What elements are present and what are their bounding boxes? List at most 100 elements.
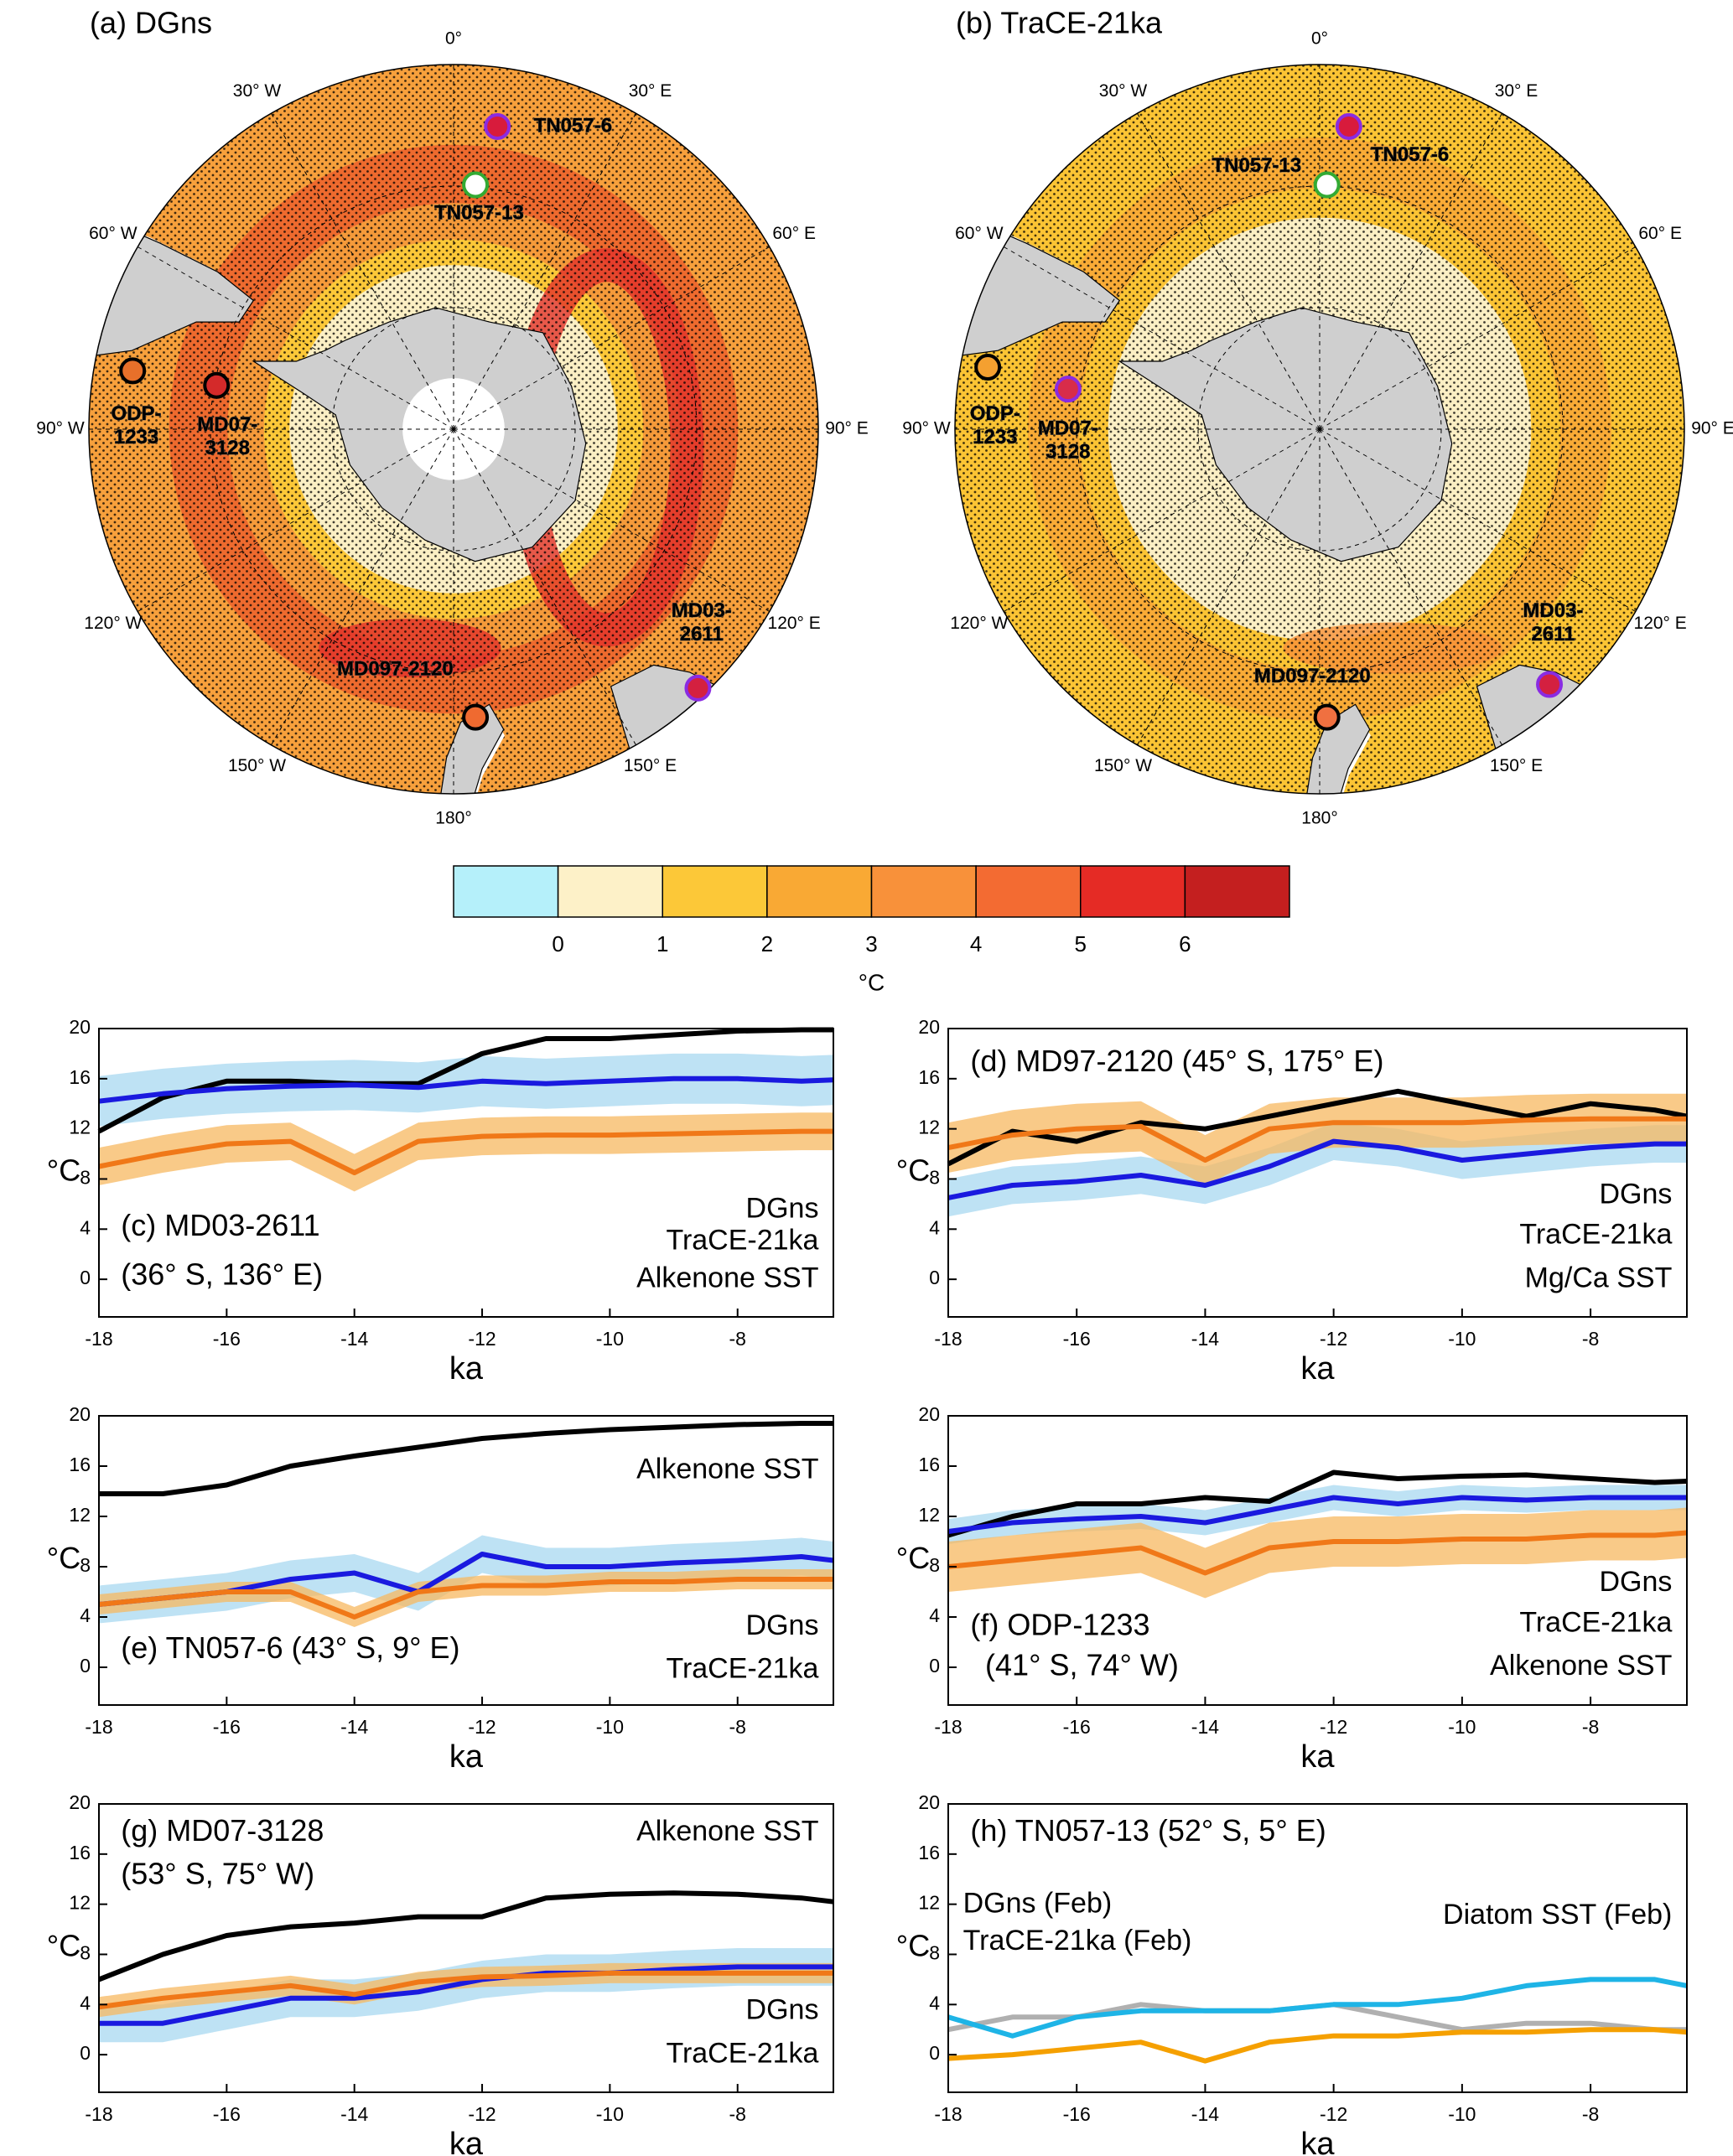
longitude-label: 90° W — [36, 419, 85, 438]
line-chart: 0 4 8 12 16 20 -18 -16 -14 -12 -10 -8 ka °C (f) ODP-12… — [896, 1403, 1688, 1775]
longitude-label: 150° E — [624, 756, 677, 775]
y-axis-label: °C — [896, 1929, 930, 1963]
colorbar-box — [1080, 865, 1186, 918]
y-tick-label: 20 — [918, 1403, 940, 1425]
graticule — [1004, 428, 1321, 612]
longitude-label: 0° — [1311, 29, 1328, 49]
plot-frame — [98, 1028, 834, 1318]
legend-label: Alkenone SST — [636, 1262, 818, 1293]
graticule — [1319, 246, 1636, 430]
series-line — [97, 1890, 834, 1982]
site-marker — [1335, 112, 1362, 140]
site-label: TN057-13 — [434, 202, 524, 225]
colorbar-tick-label: 5 — [1075, 931, 1087, 956]
x-tick-label: -10 — [1448, 1716, 1476, 1738]
legend-label: Diatom SST (Feb) — [1443, 1899, 1672, 1931]
legend-label: TraCE-21ka — [1519, 1219, 1672, 1251]
graticule — [1137, 428, 1321, 745]
longitude-label: 90° W — [902, 419, 951, 438]
y-axis-label: °C — [47, 1929, 80, 1963]
site-marker — [1054, 376, 1082, 403]
graticule — [271, 428, 454, 745]
site-label: TN057-6 — [1371, 143, 1449, 166]
x-axis-label: ka — [449, 1739, 484, 1775]
x-tick-label: -14 — [340, 2103, 368, 2125]
longitude-label: 90° E — [825, 419, 869, 438]
series-line — [947, 1977, 1688, 2039]
legend-label: DGns — [1599, 1566, 1672, 1598]
y-tick-label: 16 — [918, 1454, 940, 1475]
y-tick-label: 0 — [929, 1267, 940, 1288]
legend-label: Alkenone SST — [636, 1454, 818, 1485]
y-tick-label: 4 — [80, 1604, 91, 1626]
y-tick-label: 8 — [80, 1167, 91, 1189]
legend-label: Mg/Ca SST — [1525, 1262, 1673, 1293]
map-fields — [89, 65, 818, 794]
series-line — [98, 1970, 833, 2010]
site-marker — [1313, 703, 1341, 731]
colorbar-tick-label: 4 — [970, 931, 982, 956]
series-line — [98, 1075, 834, 1104]
series-line — [98, 1577, 833, 1620]
x-tick-label: -14 — [1191, 1716, 1219, 1738]
legend-label: TraCE-21ka — [666, 1225, 818, 1257]
y-tick-label: 20 — [918, 1791, 940, 1813]
colorbar-box — [1184, 865, 1290, 918]
y-tick-label: 4 — [929, 1604, 940, 1626]
plot-frame — [947, 1803, 1688, 2093]
site-label: MD03- — [672, 599, 732, 622]
site-label: 1233 — [973, 426, 1017, 448]
site-label: MD07- — [1038, 417, 1098, 439]
site-label: MD03- — [1523, 599, 1583, 622]
series-line — [98, 1128, 833, 1175]
map-title: (b) TraCE-21ka — [956, 6, 1163, 40]
map-border — [88, 64, 819, 795]
chart-title: (f) ODP-1233 — [970, 1607, 1149, 1641]
colorbar-box — [766, 865, 873, 918]
x-tick-label: -14 — [1191, 2103, 1219, 2125]
site-marker — [119, 357, 147, 385]
x-tick-label: -12 — [1320, 1328, 1347, 1350]
colorbar-box — [870, 865, 977, 918]
x-tick-label: -18 — [934, 1716, 962, 1738]
land — [1118, 307, 1453, 562]
y-tick-label: 0 — [929, 1655, 940, 1677]
y-tick-label: 8 — [929, 1942, 940, 1964]
graticule — [271, 113, 454, 430]
site-label: TN057-13 — [1212, 154, 1302, 177]
chart-title: (e) TN057-6 (43° S, 9° E) — [121, 1630, 459, 1665]
longitude-label: 30° W — [1099, 81, 1148, 101]
longitude-label: 30° E — [629, 81, 672, 101]
site-label: MD097-2120 — [337, 657, 454, 680]
line-chart: 0 4 8 12 16 20 -18 -16 -14 -12 -10 -8 ka °C (d) MD97-2… — [896, 1016, 1688, 1386]
y-tick-label: 16 — [69, 1454, 91, 1475]
site-marker — [462, 171, 490, 199]
x-tick-label: -8 — [1582, 1328, 1599, 1350]
line-chart: 0 4 8 12 16 20 -18 -16 -14 -12 -10 -8 ka °C (g) MD07-3… — [47, 1791, 834, 2156]
y-tick-label: 8 — [80, 1554, 91, 1576]
y-tick-label: 0 — [80, 1267, 91, 1288]
y-tick-label: 8 — [80, 1942, 91, 1964]
y-axis-label: °C — [896, 1153, 930, 1188]
legend-label: TraCE-21ka — [1519, 1606, 1672, 1638]
site-label: 2611 — [680, 623, 724, 645]
site-marker — [974, 354, 1002, 381]
polar-map: (a) DGns 0° 30° E 60° E 90° E 120° E 150° E 180… — [36, 6, 869, 828]
y-tick-label: 12 — [69, 1117, 91, 1138]
y-tick-label: 12 — [918, 1504, 940, 1526]
y-tick-label: 8 — [929, 1167, 940, 1189]
x-tick-label: -18 — [85, 1716, 112, 1738]
legend-label: Alkenone SST — [636, 1815, 818, 1847]
colorbar-tick-label: 3 — [865, 931, 877, 956]
legend-label: TraCE-21ka — [666, 1653, 818, 1685]
chart-title: (h) TN057-13 (52° S, 5° E) — [970, 1813, 1326, 1848]
legend-label: Alkenone SST — [1490, 1650, 1672, 1682]
series-line — [97, 1027, 833, 1134]
site-label: ODP- — [112, 402, 162, 425]
chart-title: (d) MD97-2120 (45° S, 175° E) — [970, 1044, 1383, 1078]
colorbar-box — [557, 865, 663, 918]
plot-frame — [98, 1415, 834, 1706]
site-label: MD097-2120 — [1254, 665, 1371, 687]
longitude-label: 180° — [435, 809, 471, 828]
